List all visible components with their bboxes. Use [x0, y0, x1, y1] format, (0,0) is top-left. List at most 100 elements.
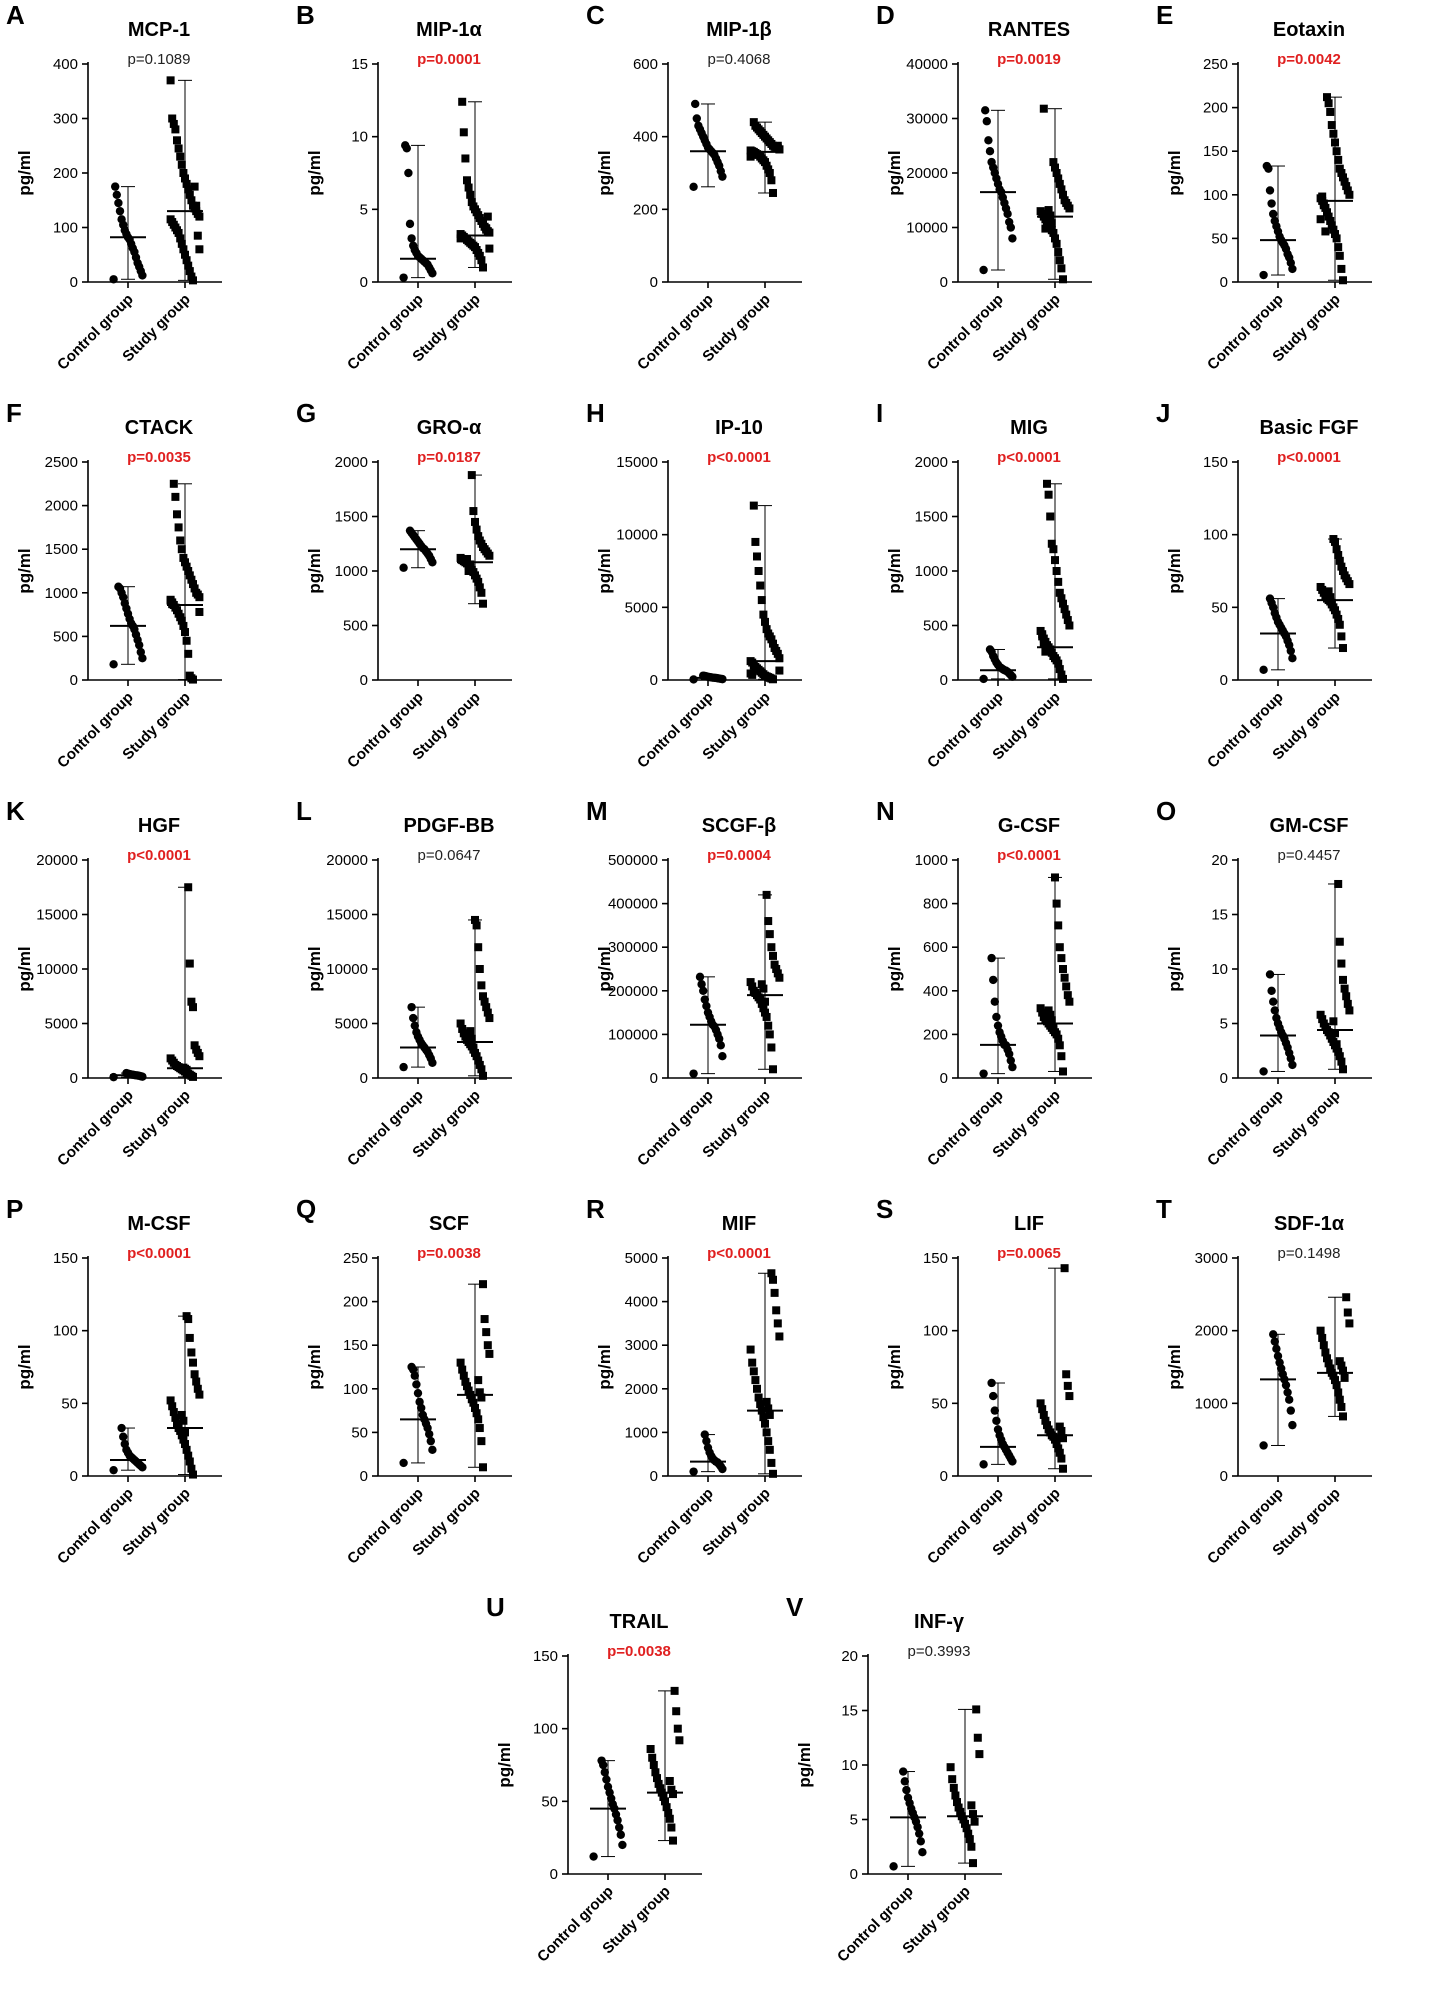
data-point [117, 1423, 126, 1433]
data-point [171, 125, 180, 134]
y-tick-label: 150 [53, 1250, 78, 1267]
data-point [459, 1029, 468, 1038]
y-tick-label: 500000 [608, 852, 658, 869]
data-point [184, 185, 193, 194]
y-tick-label: 15000 [326, 907, 368, 924]
data-point [749, 1367, 758, 1376]
data-point [189, 1358, 197, 1367]
chart-title: GRO-α [417, 417, 482, 439]
p-value-annotation: p=0.1089 [128, 51, 191, 68]
data-point [993, 1021, 1003, 1030]
data-point [461, 1377, 470, 1386]
y-tick-label: 4000 [625, 1294, 658, 1311]
p-value-annotation: p=0.0042 [1277, 51, 1341, 68]
data-point [915, 1829, 924, 1838]
data-point [754, 567, 763, 575]
chart-title: SCGF-β [702, 815, 776, 837]
data-point [1052, 1440, 1061, 1449]
data-point [1038, 1008, 1047, 1017]
panel-k: K HGF p<0.0001 0 5000 10000 15000 20000 pg/ml Con… [0, 796, 280, 1196]
y-tick-label: 15000 [616, 454, 658, 471]
data-point [987, 1378, 996, 1388]
y-tick-label: 100 [923, 1323, 948, 1340]
data-point [767, 1458, 776, 1467]
y-tick-label: 200000 [608, 983, 658, 1000]
y-tick-label: 2000 [625, 1381, 658, 1398]
data-point [1342, 992, 1351, 1001]
y-tick-label: 10 [1211, 961, 1228, 978]
data-point [1335, 251, 1344, 260]
data-point [1345, 1319, 1354, 1328]
data-point [1316, 582, 1325, 591]
data-point [694, 121, 703, 130]
data-point [456, 553, 465, 562]
p-value-annotation: p=0.3993 [908, 1643, 971, 1660]
data-point [1272, 1344, 1281, 1354]
panel-letter: K [6, 796, 25, 826]
x-category-label: Control group [54, 1087, 137, 1170]
data-point [1316, 1326, 1325, 1335]
data-point [195, 245, 204, 254]
y-axis-label: pg/ml [885, 946, 904, 991]
data-point [697, 980, 706, 989]
data-point [981, 106, 990, 115]
data-point [746, 978, 755, 987]
data-point [475, 965, 484, 973]
data-point [1052, 169, 1061, 177]
data-point [412, 1028, 421, 1037]
data-point [1267, 986, 1276, 995]
data-point [1337, 1057, 1346, 1066]
data-point [189, 580, 197, 589]
data-point [1332, 147, 1341, 156]
y-tick-label: 1000 [1195, 1395, 1228, 1412]
x-category-label: Control group [1204, 1087, 1287, 1170]
data-point [1055, 1041, 1064, 1050]
data-point [475, 1424, 484, 1433]
data-point [195, 607, 204, 616]
series-control [399, 1362, 437, 1468]
data-point [115, 206, 125, 216]
y-axis-label: pg/ml [885, 1344, 904, 1389]
data-point [1342, 1293, 1351, 1302]
data-point [119, 1432, 128, 1441]
data-point [483, 212, 492, 221]
data-point [187, 1464, 196, 1473]
series-study [456, 1280, 494, 1472]
chart-title: MIP-1α [416, 19, 482, 41]
chart-r: R MIF p<0.0001 0 1000 2000 3000 4000 5000 pg/ml Co… [586, 1194, 802, 1568]
data-point [953, 1798, 961, 1807]
data-point [193, 231, 202, 240]
data-point [187, 272, 196, 281]
data-point [1324, 587, 1333, 596]
data-point [1054, 248, 1063, 257]
data-point [169, 119, 178, 128]
y-tick-label: 0 [940, 1070, 948, 1087]
data-point [756, 581, 765, 590]
data-point [409, 241, 418, 250]
chart-title: Eotaxin [1273, 19, 1345, 41]
y-tick-label: 10000 [616, 527, 658, 544]
data-point [179, 1435, 188, 1444]
data-point [1059, 1464, 1067, 1473]
data-point [1339, 1412, 1347, 1421]
panel-letter: R [586, 1194, 605, 1224]
y-tick-label: 10000 [906, 220, 948, 237]
y-axis-label: pg/ml [1165, 946, 1184, 991]
data-point [1321, 227, 1330, 236]
data-point [1316, 1010, 1325, 1019]
data-point [472, 525, 481, 534]
x-category-label: Control group [634, 1485, 717, 1568]
data-point [1269, 209, 1278, 219]
data-point [459, 128, 468, 137]
data-point [1285, 1395, 1294, 1404]
data-point [192, 1377, 201, 1386]
data-point [482, 1003, 491, 1012]
data-point [1054, 921, 1063, 930]
data-point [184, 567, 193, 575]
data-point [759, 1004, 768, 1013]
data-point [1335, 620, 1344, 629]
chart-h: H IP-10 p<0.0001 0 5000 10000 15000 pg/ml Contro… [586, 398, 802, 772]
data-point [692, 114, 701, 123]
data-point [1270, 1337, 1279, 1346]
data-point [1005, 217, 1014, 227]
